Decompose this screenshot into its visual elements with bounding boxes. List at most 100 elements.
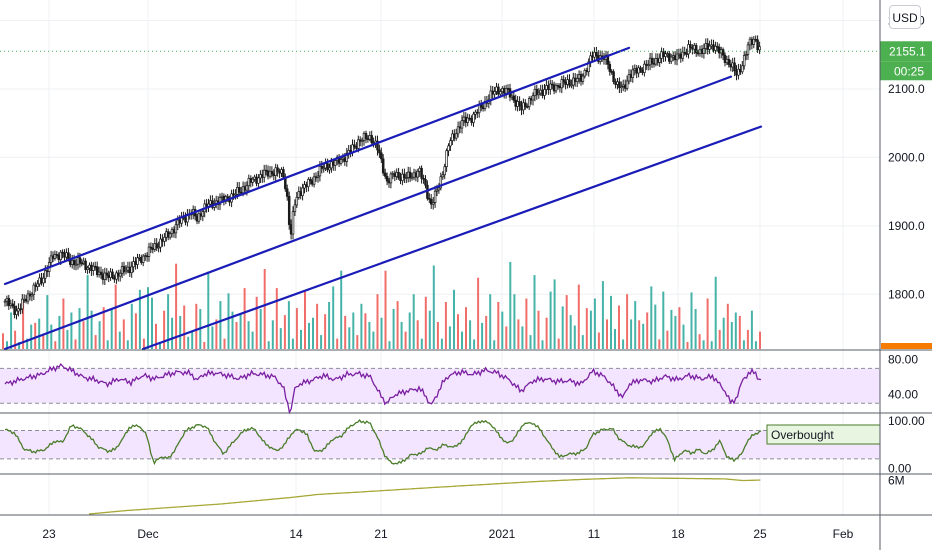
candle-body	[723, 54, 727, 63]
candle-body	[431, 202, 435, 205]
volume-bar	[94, 335, 97, 349]
candle-body	[627, 74, 631, 82]
channel-trendline[interactable]	[3, 46, 631, 286]
candle-body	[741, 65, 744, 73]
candle-body	[101, 274, 105, 280]
candle-body	[303, 184, 306, 189]
channel-trendline[interactable]	[3, 75, 733, 351]
candle-body	[418, 167, 421, 172]
candle-body	[489, 90, 493, 101]
candle-body	[633, 68, 637, 71]
candle-body	[499, 91, 502, 95]
candle-body	[266, 170, 270, 177]
candle-body	[696, 52, 700, 55]
candle-body	[556, 85, 560, 87]
candle-body	[495, 86, 498, 92]
candle-body	[163, 236, 166, 242]
candle-body	[466, 117, 469, 123]
volume-bar	[142, 338, 145, 349]
candle-body	[742, 55, 746, 67]
candle-body	[393, 173, 397, 177]
candle-body	[141, 255, 145, 263]
candle-body	[668, 53, 671, 62]
candle-body	[289, 224, 293, 235]
volume-bar	[658, 339, 661, 349]
candle-body	[401, 173, 404, 181]
volume-bar	[416, 320, 419, 349]
candle-body	[472, 113, 475, 123]
volume-bar	[231, 311, 234, 349]
volume-bar	[50, 324, 53, 349]
currency-button[interactable]: USD	[889, 5, 921, 29]
candle-body	[326, 163, 329, 171]
candle-body	[301, 187, 304, 196]
volume-bar	[642, 323, 645, 349]
candle-body	[147, 246, 151, 257]
candle-body	[19, 308, 22, 311]
volume-bar	[86, 275, 89, 350]
candle-body	[462, 116, 466, 121]
volume-bar	[477, 277, 480, 349]
candle-body	[591, 55, 594, 58]
candle-body	[721, 49, 725, 56]
volume-bar	[304, 291, 306, 349]
volume-bar	[267, 341, 270, 349]
price-tick-label: 2100.0	[888, 82, 925, 96]
candle-body	[76, 257, 80, 265]
candle-body	[637, 67, 640, 74]
candle-body	[178, 219, 181, 224]
volume-bar	[734, 312, 737, 349]
countdown-label: 00:25	[894, 64, 924, 78]
candle-body	[378, 149, 381, 154]
candle-body	[166, 231, 170, 238]
candle-body	[577, 74, 581, 79]
volume-bar	[239, 313, 242, 349]
candle-body	[673, 55, 677, 61]
candle-body	[299, 191, 302, 196]
candle-body	[109, 271, 112, 278]
volume-bar	[678, 307, 681, 349]
volume-bar	[686, 342, 689, 349]
candle-body	[429, 199, 433, 205]
volume-bar	[147, 287, 149, 349]
candle-body	[274, 167, 277, 176]
volume-bar	[428, 310, 431, 349]
candle-body	[445, 150, 448, 168]
volume-bar	[14, 330, 17, 349]
volume-bar	[521, 326, 524, 349]
candle-body	[381, 158, 385, 174]
channel-trendline[interactable]	[141, 125, 763, 351]
candle-body	[32, 284, 36, 295]
volume-bar	[569, 315, 572, 349]
candle-body	[249, 178, 253, 183]
volume-bar	[618, 305, 620, 349]
volume-bar	[702, 340, 705, 349]
candle-body	[470, 118, 473, 123]
candle-body	[693, 45, 696, 50]
candle-body	[276, 167, 279, 172]
candle-body	[90, 264, 93, 271]
candle-body	[322, 167, 325, 170]
candle-body	[572, 77, 575, 86]
candle-body	[236, 187, 239, 195]
rsi-tick-label: 40.00	[888, 388, 918, 402]
candle-body	[497, 86, 500, 95]
volume-bar	[473, 339, 476, 349]
volume-bar	[742, 340, 745, 349]
volume-bar	[291, 338, 294, 349]
candle-body	[476, 111, 479, 114]
volume-bar	[565, 295, 568, 349]
volume-bar	[122, 319, 125, 349]
candle-body	[481, 106, 485, 110]
volume-bar	[255, 296, 258, 349]
volume-bar	[682, 324, 685, 349]
candle-body	[620, 86, 623, 89]
candle-body	[623, 84, 627, 89]
candle-body	[737, 68, 740, 76]
channel-lines[interactable]	[3, 46, 763, 351]
candle-body	[547, 85, 550, 90]
volume-bar	[606, 319, 608, 349]
volume-bar	[650, 286, 653, 349]
candle-body	[522, 102, 525, 111]
